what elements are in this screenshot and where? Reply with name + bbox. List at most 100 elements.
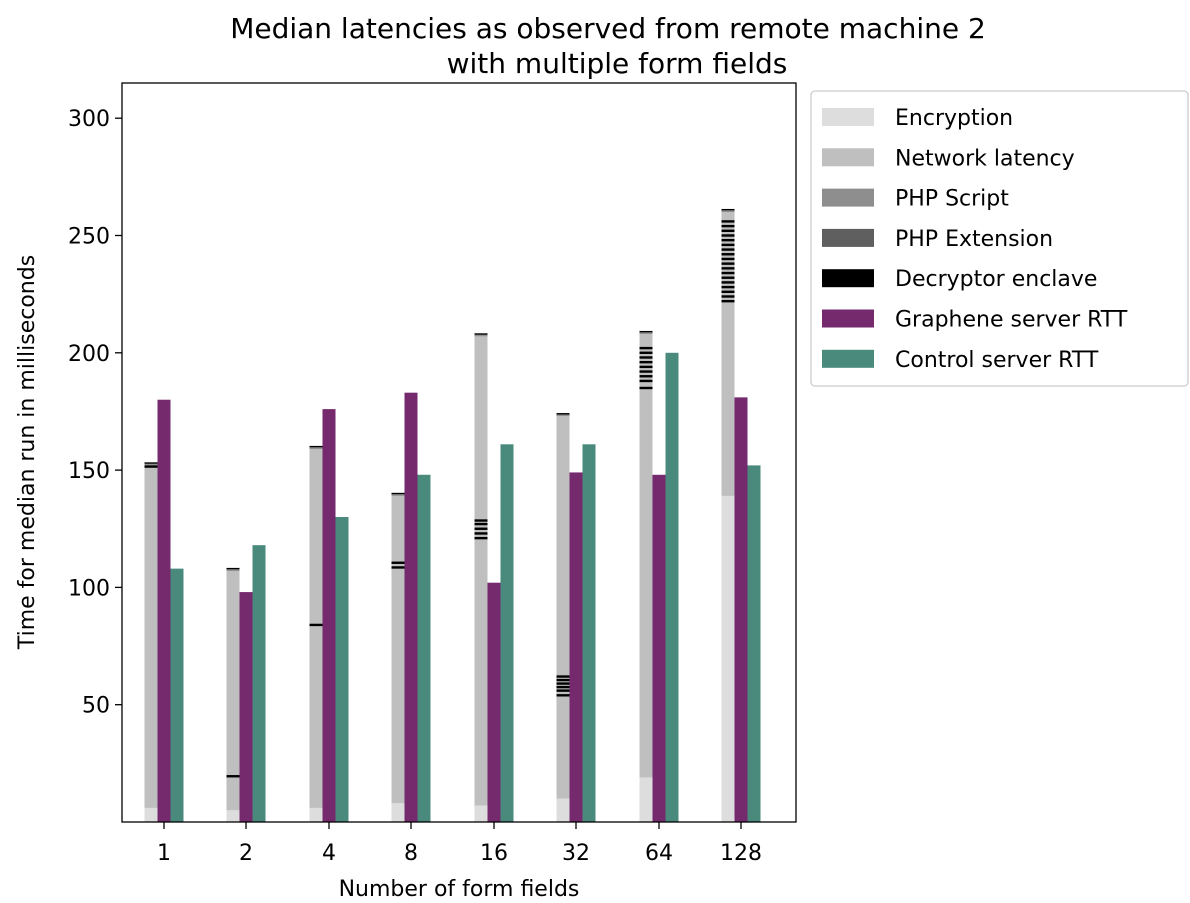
y-axis-ticks: 50 100 150 200 250 300 <box>68 107 122 719</box>
legend-swatch-network-latency <box>822 148 874 167</box>
decryptor-enclave-mark-128-1 <box>721 295 735 298</box>
y-tick-label-250: 250 <box>68 224 110 249</box>
y-tick-label-50: 50 <box>82 694 110 719</box>
decryptor-enclave-mark-8-1 <box>391 561 405 564</box>
x-tick-label-8: 8 <box>404 841 418 866</box>
decryptor-enclave-mark-32-0 <box>556 694 570 697</box>
y-tick-label-300: 300 <box>68 107 110 132</box>
bar-php-script-1 <box>144 464 158 466</box>
bar-php-extension-64 <box>639 331 653 333</box>
decryptor-enclave-mark-128-17 <box>721 220 735 223</box>
bar-php-extension-4 <box>309 446 323 448</box>
bar-decryptor-enclave-128 <box>721 208 735 211</box>
decryptor-enclave-mark-16-2 <box>474 527 488 530</box>
decryptor-enclave-mark-128-16 <box>721 224 735 228</box>
bar-php-extension-1 <box>144 463 158 465</box>
bar-encryption-1 <box>144 807 158 822</box>
bar-php-script-128 <box>721 210 735 213</box>
bar-php-extension-16 <box>474 333 488 336</box>
decryptor-enclave-mark-16-1 <box>474 532 488 535</box>
bar-network-latency-1 <box>144 465 158 808</box>
decryptor-enclave-mark-128-7 <box>721 267 735 270</box>
decryptor-enclave-mark-32-3 <box>556 682 570 685</box>
decryptor-enclave-mark-16-0 <box>474 536 488 540</box>
y-tick-label-150: 150 <box>68 459 110 484</box>
bar-graphene-server-rtt-128 <box>734 397 748 822</box>
decryptor-enclave-mark-128-6 <box>721 271 735 275</box>
bar-decryptor-enclave-64 <box>639 330 653 333</box>
bar-decryptor-enclave-16 <box>474 333 488 335</box>
y-axis-label: Time for median run in milliseconds <box>15 255 40 650</box>
bar-group <box>144 208 761 822</box>
bar-network-latency-64 <box>639 334 653 778</box>
decryptor-enclave-mark-128-9 <box>721 257 735 261</box>
bar-php-extension-128 <box>721 209 735 211</box>
x-tick-label-32: 32 <box>562 841 590 866</box>
decryptor-enclave-mark-128-5 <box>721 276 735 279</box>
legend-label-control-server-rtt: Control server RTT <box>895 348 1099 373</box>
bar-php-script-64 <box>639 332 653 335</box>
bar-decryptor-enclave-2 <box>226 567 240 570</box>
bar-network-latency-8 <box>391 495 405 804</box>
legend-swatch-php-extension <box>822 228 874 247</box>
decryptor-enclave-mark-128-10 <box>721 253 735 256</box>
bar-control-server-rtt-64 <box>665 352 679 822</box>
bar-php-script-4 <box>309 447 323 449</box>
bar-php-extension-8 <box>391 493 405 495</box>
decryptor-enclave-mark-128-8 <box>721 262 735 265</box>
bar-graphene-server-rtt-32 <box>569 472 583 822</box>
bar-graphene-server-rtt-2 <box>239 592 253 822</box>
decryptor-enclave-mark-32-1 <box>556 689 570 692</box>
bar-encryption-32 <box>556 798 570 822</box>
decryptor-enclave-mark-64-1 <box>639 379 653 383</box>
bar-network-latency-4 <box>309 448 323 808</box>
decryptor-enclave-mark-32-5 <box>556 675 570 678</box>
bar-network-latency-16 <box>474 336 488 806</box>
legend-swatch-encryption <box>822 108 874 126</box>
decryptor-enclave-mark-32-4 <box>556 678 570 682</box>
y-tick-label-200: 200 <box>68 342 110 367</box>
decryptor-enclave-mark-128-3 <box>721 285 735 289</box>
decryptor-enclave-mark-16-3 <box>474 522 488 526</box>
bar-graphene-server-rtt-8 <box>404 392 418 822</box>
legend-label-php-extension: PHP Extension <box>895 227 1053 252</box>
bar-network-latency-32 <box>556 416 570 799</box>
bar-graphene-server-rtt-1 <box>157 399 171 822</box>
chart-title-line-2: with multiple form fields <box>447 47 788 80</box>
decryptor-enclave-mark-64-8 <box>639 346 653 350</box>
decryptor-enclave-mark-1-0 <box>144 465 158 468</box>
decryptor-enclave-mark-64-6 <box>639 356 653 359</box>
x-axis-label: Number of form fields <box>339 877 580 902</box>
legend-label-encryption: Encryption <box>895 106 1013 131</box>
bar-graphene-server-rtt-16 <box>487 582 501 822</box>
decryptor-enclave-mark-128-2 <box>721 290 735 293</box>
y-tick-label-100: 100 <box>68 576 110 601</box>
decryptor-enclave-mark-128-15 <box>721 229 735 232</box>
legend-label-graphene-server-rtt: Graphene server RTT <box>895 308 1128 333</box>
decryptor-enclave-mark-128-11 <box>721 248 735 251</box>
x-tick-label-2: 2 <box>239 841 253 866</box>
x-tick-label-1: 1 <box>157 841 171 866</box>
x-tick-label-16: 16 <box>480 841 508 866</box>
bar-encryption-8 <box>391 803 405 822</box>
bar-encryption-4 <box>309 807 323 822</box>
bar-graphene-server-rtt-64 <box>652 474 666 822</box>
bar-network-latency-2 <box>226 570 240 811</box>
bar-php-script-32 <box>556 414 570 417</box>
x-tick-label-128: 128 <box>720 841 762 866</box>
bar-encryption-2 <box>226 810 240 822</box>
legend-swatch-graphene-server-rtt <box>822 309 874 328</box>
legend-swatch-php-script <box>822 188 874 207</box>
bar-encryption-64 <box>639 777 653 822</box>
bar-control-server-rtt-2 <box>252 545 266 822</box>
bar-control-server-rtt-128 <box>747 465 761 822</box>
bar-control-server-rtt-4 <box>335 517 349 822</box>
decryptor-enclave-mark-16-4 <box>474 519 488 522</box>
decryptor-enclave-mark-8-0 <box>391 566 405 569</box>
bar-decryptor-enclave-32 <box>556 413 570 415</box>
decryptor-enclave-mark-64-0 <box>639 386 653 390</box>
bar-control-server-rtt-1 <box>170 568 184 822</box>
legend-swatch-control-server-rtt <box>822 349 874 368</box>
bar-encryption-128 <box>721 495 735 822</box>
decryptor-enclave-mark-128-13 <box>721 238 735 242</box>
